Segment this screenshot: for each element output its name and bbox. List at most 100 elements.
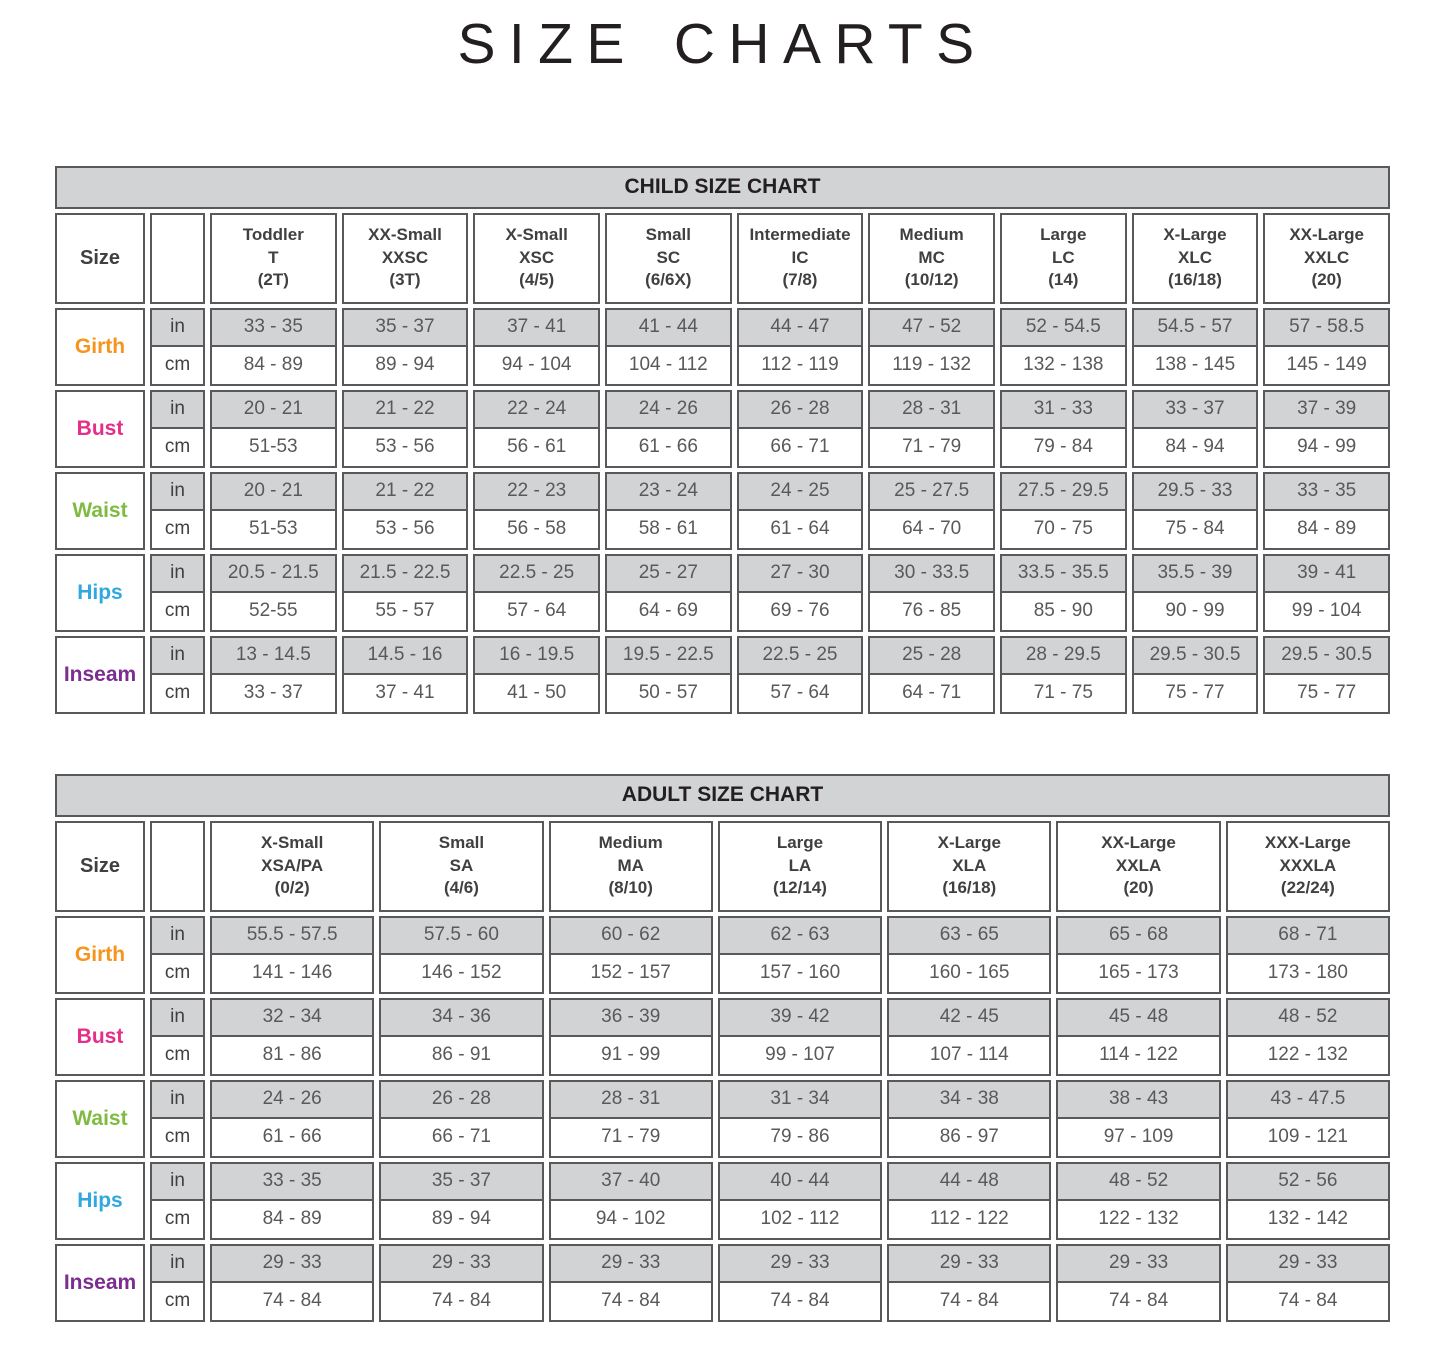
column-header-line: XSA/PA: [261, 855, 324, 875]
value-cell: 48 - 52: [1225, 997, 1390, 1037]
page-title: SIZE CHARTS: [457, 12, 988, 76]
value-cell: 29 - 33: [717, 1243, 883, 1283]
value-cell: 63 - 65: [887, 915, 1052, 955]
value-cell: 61 - 64: [736, 510, 864, 550]
column-header-line: (4/6): [443, 878, 479, 898]
column-header-line: Toddler: [242, 224, 304, 244]
column-header-cell: Large LA (12/14): [717, 820, 883, 912]
value-cell: 94 - 99: [1263, 428, 1390, 468]
value-cell: 37 - 41: [341, 674, 469, 714]
value-cell: 20 - 21: [210, 471, 337, 511]
value-cell: 54.5 - 57: [1131, 307, 1259, 347]
value-cell: 146 - 152: [379, 954, 544, 994]
column-header-line: XXLC: [1303, 247, 1350, 267]
value-cell: 99 - 107: [717, 1036, 883, 1076]
unit-cell-cm: cm: [150, 592, 205, 632]
column-header-cell: Small SA (4/6): [379, 820, 544, 912]
value-cell: 33.5 - 35.5: [999, 553, 1127, 593]
value-cell: 45 - 48: [1056, 997, 1221, 1037]
value-cell: 37 - 41: [473, 307, 600, 347]
value-cell: 52 - 54.5: [999, 307, 1127, 347]
value-cell: 97 - 109: [1056, 1118, 1221, 1158]
value-cell: 29.5 - 33: [1131, 471, 1259, 511]
column-header-line: (10/12): [904, 270, 959, 290]
value-cell: 74 - 84: [717, 1282, 883, 1322]
column-header-cell: XX-Large XXLC (20): [1263, 212, 1390, 304]
column-header-line: XXSC: [381, 247, 429, 267]
value-cell: 39 - 41: [1263, 553, 1390, 593]
column-header-cell: Small SC (6/6X): [604, 212, 732, 304]
column-header-line: XX-Large: [1289, 224, 1364, 244]
column-header-line: (20): [1123, 878, 1154, 898]
value-cell: 31 - 33: [999, 389, 1127, 429]
value-cell: 42 - 45: [887, 997, 1052, 1037]
value-cell: 55.5 - 57.5: [210, 915, 375, 955]
value-cell: 26 - 28: [736, 389, 864, 429]
value-cell: 69 - 76: [736, 592, 864, 632]
column-header-line: Small: [438, 832, 485, 852]
value-cell: 41 - 44: [604, 307, 732, 347]
value-cell: 71 - 75: [999, 674, 1127, 714]
column-header-cell: X-Small XSA/PA (0/2): [210, 820, 375, 912]
unit-cell-in: in: [150, 389, 205, 429]
value-cell: 48 - 52: [1056, 1161, 1221, 1201]
value-cell: 29 - 33: [548, 1243, 713, 1283]
value-cell: 76 - 85: [868, 592, 995, 632]
row-label-cell: Waist: [55, 1079, 145, 1158]
row-label-cell: Inseam: [55, 1243, 145, 1322]
unit-cell-cm: cm: [150, 346, 205, 386]
value-cell: 20 - 21: [210, 389, 337, 429]
value-cell: 74 - 84: [210, 1282, 375, 1322]
unit-cell-in: in: [150, 307, 205, 347]
unit-cell-in: in: [150, 915, 205, 955]
unit-cell-cm: cm: [150, 1118, 205, 1158]
value-cell: 74 - 84: [1056, 1282, 1221, 1322]
column-header-cell: X-Large XLC (16/18): [1131, 212, 1259, 304]
value-cell: 112 - 119: [736, 346, 864, 386]
value-cell: 61 - 66: [604, 428, 732, 468]
size-corner-cell: Size: [55, 212, 145, 304]
value-cell: 47 - 52: [868, 307, 995, 347]
unit-cell-in: in: [150, 1079, 205, 1119]
column-header-line: LA: [788, 855, 812, 875]
chart-title: ADULT SIZE CHART: [621, 783, 824, 807]
value-cell: 25 - 27: [604, 553, 732, 593]
value-cell: 99 - 104: [1263, 592, 1390, 632]
value-cell: 14.5 - 16: [341, 635, 469, 675]
value-cell: 34 - 38: [887, 1079, 1052, 1119]
value-cell: 60 - 62: [548, 915, 713, 955]
row-label-cell: Waist: [55, 471, 145, 550]
value-cell: 37 - 40: [548, 1161, 713, 1201]
column-header-line: XX-Small: [368, 224, 442, 244]
value-cell: 23 - 24: [604, 471, 732, 511]
value-cell: 79 - 84: [999, 428, 1127, 468]
value-cell: 33 - 35: [210, 1161, 375, 1201]
value-cell: 51-53: [210, 510, 337, 550]
size-table: Size X-Small XSA/PA (0/2) Small SA (4/6) Medium…: [55, 820, 1390, 1322]
value-cell: 26 - 28: [379, 1079, 544, 1119]
value-cell: 22.5 - 25: [473, 553, 600, 593]
value-cell: 157 - 160: [717, 954, 883, 994]
value-cell: 74 - 84: [548, 1282, 713, 1322]
value-cell: 64 - 70: [868, 510, 995, 550]
value-cell: 35 - 37: [379, 1161, 544, 1201]
value-cell: 39 - 42: [717, 997, 883, 1037]
unit-header-cell: [150, 212, 205, 304]
column-header-cell: Intermediate IC (7/8): [736, 212, 864, 304]
value-cell: 21 - 22: [341, 389, 469, 429]
column-header-cell: Large LC (14): [999, 212, 1127, 304]
value-cell: 119 - 132: [868, 346, 995, 386]
value-cell: 132 - 142: [1225, 1200, 1390, 1240]
value-cell: 68 - 71: [1225, 915, 1390, 955]
value-cell: 29.5 - 30.5: [1263, 635, 1390, 675]
column-header-line: (3T): [389, 270, 421, 290]
column-header-cell: X-Small XSC (4/5): [473, 212, 600, 304]
unit-cell-cm: cm: [150, 1282, 205, 1322]
value-cell: 33 - 35: [210, 307, 337, 347]
value-cell: 66 - 71: [736, 428, 864, 468]
value-cell: 24 - 26: [210, 1079, 375, 1119]
value-cell: 41 - 50: [473, 674, 600, 714]
column-header-line: (4/5): [519, 270, 555, 290]
value-cell: 24 - 25: [736, 471, 864, 511]
value-cell: 16 - 19.5: [473, 635, 600, 675]
